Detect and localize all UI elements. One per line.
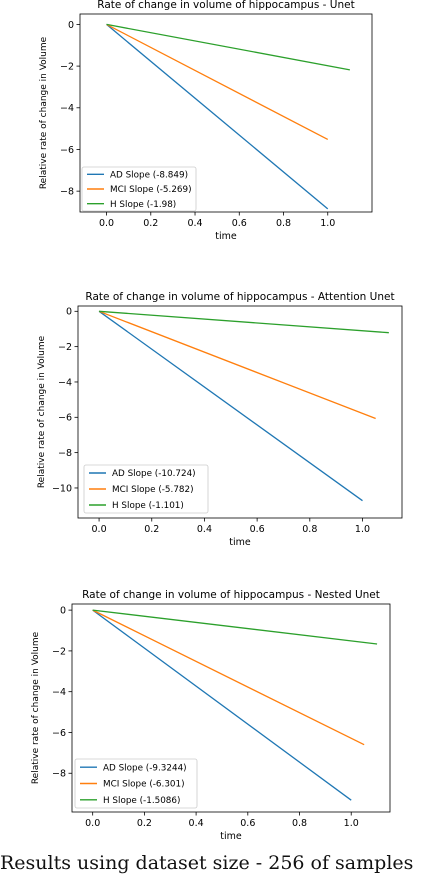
y-tick-label: 0 (66, 307, 72, 318)
chart-3: Rate of change in volume of hippocampus … (31, 589, 391, 842)
y-axis-label: Relative rate of change in Volume (37, 335, 47, 488)
x-tick-label: 0.8 (292, 818, 307, 829)
y-tick-label: 0 (60, 606, 66, 617)
x-axis-label: time (229, 537, 251, 548)
x-tick-label: 0.0 (92, 524, 107, 535)
x-tick-label: 0.2 (143, 218, 158, 229)
series-line-3 (92, 609, 378, 645)
x-tick-label: 0.4 (189, 818, 204, 829)
chart-title: Rate of change in volume of hippocampus … (85, 291, 394, 303)
x-tick-label: 0.2 (144, 524, 159, 535)
y-axis-label: Relative rate of change in Volume (39, 36, 49, 189)
legend-label: H Slope (-1.101) (112, 501, 184, 511)
x-tick-label: 1.0 (344, 818, 359, 829)
legend-label: AD Slope (-8.849) (110, 171, 188, 181)
x-tick-label: 0.4 (197, 524, 212, 535)
x-tick-label: 0.6 (232, 218, 247, 229)
series-line-2 (98, 310, 376, 420)
plot-frame (79, 13, 373, 213)
y-axis-label: Relative rate of change in Volume (31, 631, 41, 784)
y-tick-label: −8 (58, 448, 72, 459)
chart-2: Rate of change in volume of hippocampus … (37, 291, 403, 548)
y-tick-label: −4 (58, 377, 72, 388)
chart-1: Rate of change in volume of hippocampus … (39, 0, 373, 242)
x-tick-label: 0.0 (99, 218, 114, 229)
x-tick-label: 0.0 (85, 818, 100, 829)
y-tick-label: 0 (68, 20, 74, 31)
legend-box (83, 464, 209, 514)
y-tick-label: −4 (60, 103, 74, 114)
y-tick-label: −6 (58, 413, 72, 424)
legend-box (74, 758, 198, 809)
legend-label: MCI Slope (-5.782) (112, 485, 194, 495)
series-line-3 (106, 23, 350, 71)
y-tick-label: −8 (60, 187, 74, 198)
x-axis-label: time (220, 831, 242, 842)
legend-label: MCI Slope (-5.269) (110, 185, 192, 195)
y-tick-label: −2 (58, 342, 72, 353)
plot-frame (71, 603, 391, 813)
figure-caption: Results using dataset size - 256 of samp… (0, 852, 414, 874)
series-line-1 (92, 609, 352, 801)
x-tick-label: 0.8 (276, 218, 291, 229)
x-tick-label: 0.8 (302, 524, 317, 535)
plot-frame (77, 305, 403, 519)
series-line-2 (92, 609, 365, 746)
y-tick-label: −6 (52, 728, 66, 739)
x-tick-label: 0.6 (240, 818, 255, 829)
series-line-3 (99, 310, 389, 334)
y-tick-label: −2 (52, 646, 66, 657)
x-axis-label: time (215, 231, 237, 242)
x-tick-label: 1.0 (355, 524, 370, 535)
y-tick-label: −8 (52, 769, 66, 780)
legend-label: H Slope (-1.98) (110, 200, 176, 210)
y-tick-label: −6 (60, 145, 74, 156)
legend-label: AD Slope (-10.724) (112, 469, 196, 479)
x-tick-label: 1.0 (320, 218, 335, 229)
series-line-2 (106, 23, 329, 141)
series-line-1 (106, 23, 329, 210)
x-tick-label: 0.2 (137, 818, 152, 829)
x-tick-label: 0.6 (250, 524, 265, 535)
y-tick-label: −4 (52, 687, 66, 698)
chart-title: Rate of change in volume of hippocampus … (82, 589, 380, 601)
legend-box (81, 166, 197, 212)
legend-label: AD Slope (-9.3244) (103, 763, 187, 773)
chart-title: Rate of change in volume of hippocampus … (97, 0, 354, 11)
legend-label: H Slope (-1.5086) (103, 796, 180, 806)
y-tick-label: −2 (60, 62, 74, 73)
legend-label: MCI Slope (-6.301) (103, 780, 185, 790)
series-line-1 (98, 310, 363, 502)
x-tick-label: 0.4 (187, 218, 202, 229)
y-tick-label: −10 (52, 483, 72, 494)
